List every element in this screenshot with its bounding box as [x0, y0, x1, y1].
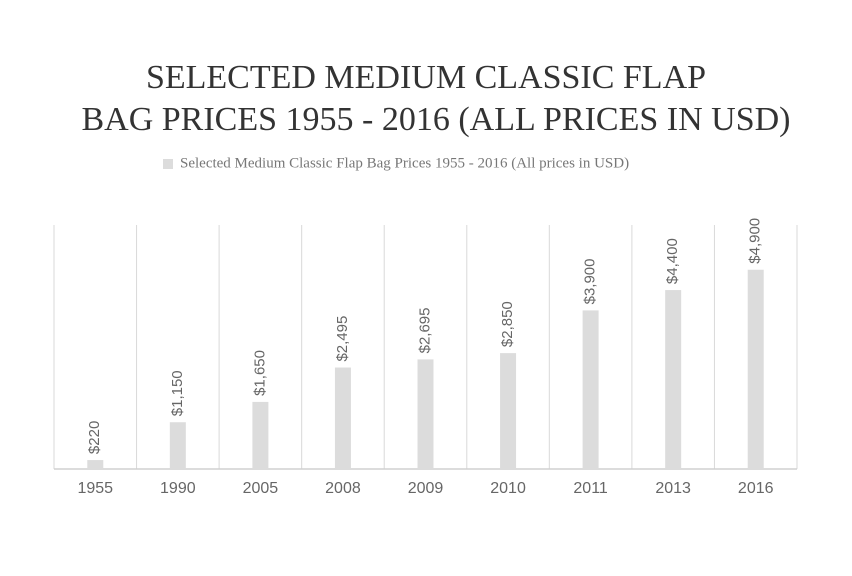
bar — [169, 422, 186, 469]
legend-swatch — [163, 159, 173, 169]
bar — [334, 367, 351, 469]
value-label: $3,900 — [582, 259, 599, 305]
value-label: $220 — [86, 421, 103, 454]
legend-label: Selected Medium Classic Flap Bag Prices … — [180, 155, 629, 171]
x-tick-label: 2008 — [325, 480, 361, 497]
bar — [665, 290, 682, 469]
value-label: $2,850 — [499, 301, 516, 347]
chart-title: BAG PRICES 1955 - 2016 (ALL PRICES IN US… — [81, 101, 790, 138]
bar — [252, 401, 269, 469]
x-tick-label: 2010 — [490, 480, 526, 497]
bar — [87, 460, 104, 469]
x-tick-label: 1955 — [77, 480, 113, 497]
value-label: $2,495 — [334, 316, 351, 362]
value-label: $1,150 — [169, 370, 186, 416]
x-tick-label: 2013 — [655, 480, 691, 497]
x-tick-label: 2009 — [408, 480, 444, 497]
x-tick-label: 2011 — [573, 480, 608, 497]
x-tick-label: 2016 — [738, 480, 774, 497]
bar — [417, 359, 434, 469]
bar — [747, 269, 764, 469]
x-tick-label: 1990 — [160, 480, 196, 497]
chart-title: SELECTED MEDIUM CLASSIC FLAP — [146, 59, 706, 96]
bar — [500, 353, 517, 469]
value-label: $4,400 — [664, 238, 681, 284]
x-tick-label: 2005 — [243, 480, 279, 497]
value-label: $1,650 — [251, 350, 268, 396]
bar — [582, 310, 599, 469]
value-label: $2,695 — [416, 308, 433, 354]
value-label: $4,900 — [747, 218, 764, 264]
